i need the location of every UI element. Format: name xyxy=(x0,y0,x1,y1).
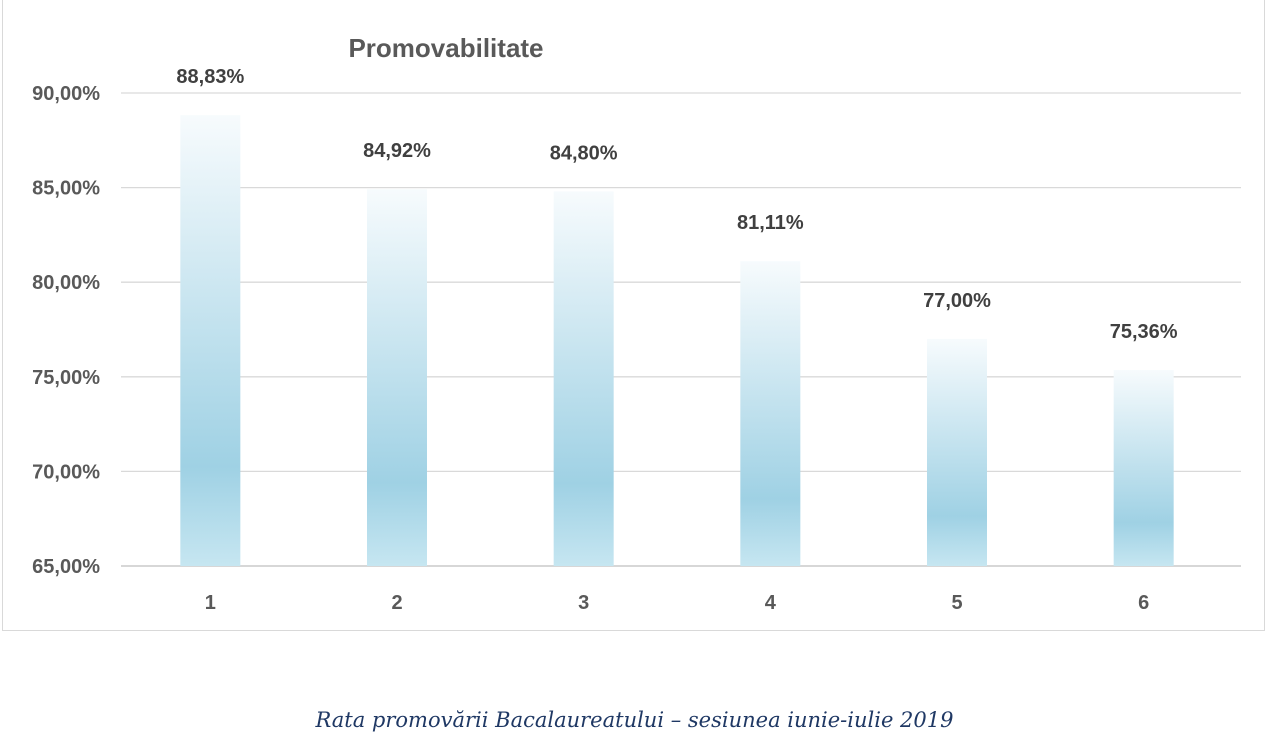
data-label: 77,00% xyxy=(923,290,991,312)
chart-frame: Promovabilitate 65,00% 70,00% 75,00% 80,00%… xyxy=(2,0,1265,631)
x-tick-label: 4 xyxy=(765,592,777,614)
data-label: 84,80% xyxy=(550,142,618,164)
data-label: 88,83% xyxy=(176,66,244,88)
data-label: 84,92% xyxy=(363,140,431,162)
chart-title: Promovabilitate xyxy=(348,33,543,63)
x-tick-label: 1 xyxy=(205,592,216,614)
y-tick-label: 85,00% xyxy=(32,178,100,200)
data-labels: 88,83% 84,92% 84,80% 81,11% 77,00% 75,36% xyxy=(176,66,1177,343)
bars xyxy=(180,115,1174,567)
data-label: 81,11% xyxy=(737,212,804,234)
x-tick-label: 2 xyxy=(391,592,402,614)
bar xyxy=(927,338,987,566)
bar xyxy=(740,261,801,566)
y-tick-label: 90,00% xyxy=(32,83,100,105)
x-tick-label: 3 xyxy=(578,592,589,614)
y-tick-label: 70,00% xyxy=(32,461,100,483)
x-axis-ticks: 1 2 3 4 5 6 xyxy=(205,592,1149,614)
x-tick-label: 5 xyxy=(951,592,962,614)
y-tick-label: 75,00% xyxy=(32,367,100,389)
data-label: 75,36% xyxy=(1110,321,1178,343)
y-axis-ticks: 65,00% 70,00% 75,00% 80,00% 85,00% 90,00% xyxy=(32,83,100,578)
figure-caption: Rata promovării Bacalaureatului – sesiun… xyxy=(315,708,954,732)
gridlines xyxy=(121,92,1241,567)
y-tick-label: 80,00% xyxy=(32,272,100,294)
bar xyxy=(1113,369,1174,566)
bar xyxy=(367,189,427,567)
x-tick-label: 6 xyxy=(1138,592,1149,614)
bar-chart: Promovabilitate 65,00% 70,00% 75,00% 80,00%… xyxy=(32,33,1241,614)
y-tick-label: 65,00% xyxy=(32,556,100,578)
bar xyxy=(180,115,241,566)
bar xyxy=(553,191,614,566)
